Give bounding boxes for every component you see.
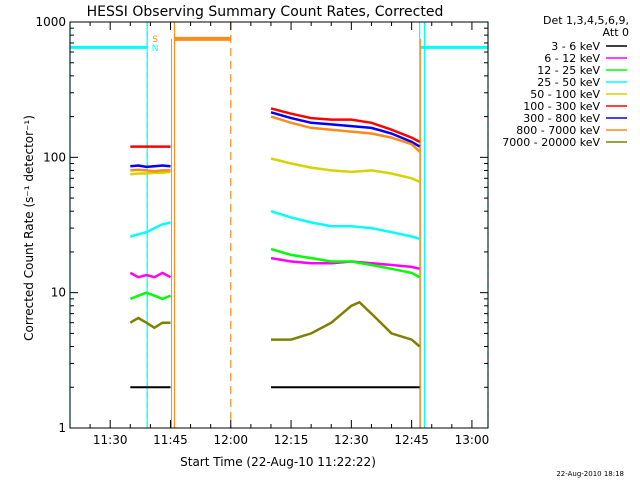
x-tick-label: 13:00 <box>455 433 490 447</box>
series-line <box>130 164 171 169</box>
series-line <box>130 168 171 173</box>
legend-header-line: Att 0 <box>603 26 629 39</box>
y-tick-label: 1 <box>58 421 66 435</box>
legend-entry-label: 7000 - 20000 keV <box>502 136 600 149</box>
y-tick-label: 10 <box>51 286 66 300</box>
series-25-50-kev <box>129 210 421 241</box>
chart-title: HESSI Observing Summary Count Rates, Cor… <box>87 4 444 20</box>
x-tick-label: 12:00 <box>213 433 248 447</box>
legend-entry-label: 100 - 300 keV <box>523 100 600 113</box>
series-line <box>129 291 171 301</box>
legend-entry-label: 3 - 6 keV <box>551 40 600 53</box>
marker-n: N <box>152 44 159 54</box>
x-tick-label: 11:30 <box>93 433 128 447</box>
series-line <box>270 115 421 153</box>
series-12-25-kev <box>129 247 421 301</box>
series-50-100-kev <box>130 157 421 183</box>
series-300-800-kev <box>130 111 421 169</box>
series-800-7000-kev <box>130 115 421 173</box>
series-line <box>129 316 171 330</box>
series-line <box>270 107 421 144</box>
series-line <box>270 111 421 148</box>
series-100-300-kev <box>130 107 421 148</box>
x-tick-label: 11:45 <box>153 433 188 447</box>
legend-entry-label: 6 - 12 keV <box>544 52 600 65</box>
legend-entry-label: 800 - 7000 keV <box>516 124 600 137</box>
y-axis-ticks: 1 10 100 1000 <box>35 15 488 435</box>
x-tick-label: 12:30 <box>334 433 369 447</box>
series-line <box>271 300 421 348</box>
plot-frame <box>69 21 489 429</box>
legend-entry-label: 25 - 50 keV <box>537 76 600 89</box>
marker-s: S <box>152 35 158 45</box>
series-line <box>270 157 421 183</box>
x-axis-ticks: 11:30 11:45 12:00 12:15 12:30 12:45 13:00 <box>89 22 490 447</box>
legend-entry-label: 50 - 100 keV <box>530 88 600 101</box>
series-7000-20000-kev <box>129 300 421 348</box>
y-axis-label: Corrected Count Rate (s⁻¹ detector⁻¹) <box>22 115 36 341</box>
x-tick-label: 12:45 <box>394 433 429 447</box>
orbit-markers: SN <box>152 35 159 54</box>
y-tick-label: 100 <box>43 150 66 164</box>
series-line <box>130 170 171 176</box>
series-line <box>270 210 421 241</box>
y-tick-label: 1000 <box>35 15 66 29</box>
x-tick-label: 12:15 <box>274 433 309 447</box>
series-line <box>129 221 171 238</box>
legend-entry-label: 12 - 25 keV <box>537 64 600 77</box>
series-line <box>270 247 421 279</box>
timestamp: 22-Aug-2010 18:18 <box>556 470 624 478</box>
legend-entry-label: 300 - 800 keV <box>523 112 600 125</box>
legend-header-line: Det 1,3,4,5,6,9, <box>543 14 629 27</box>
x-axis-label: Start Time (22-Aug-10 11:22:22) <box>180 455 376 469</box>
series-line <box>129 271 172 279</box>
plot-content <box>69 22 489 428</box>
